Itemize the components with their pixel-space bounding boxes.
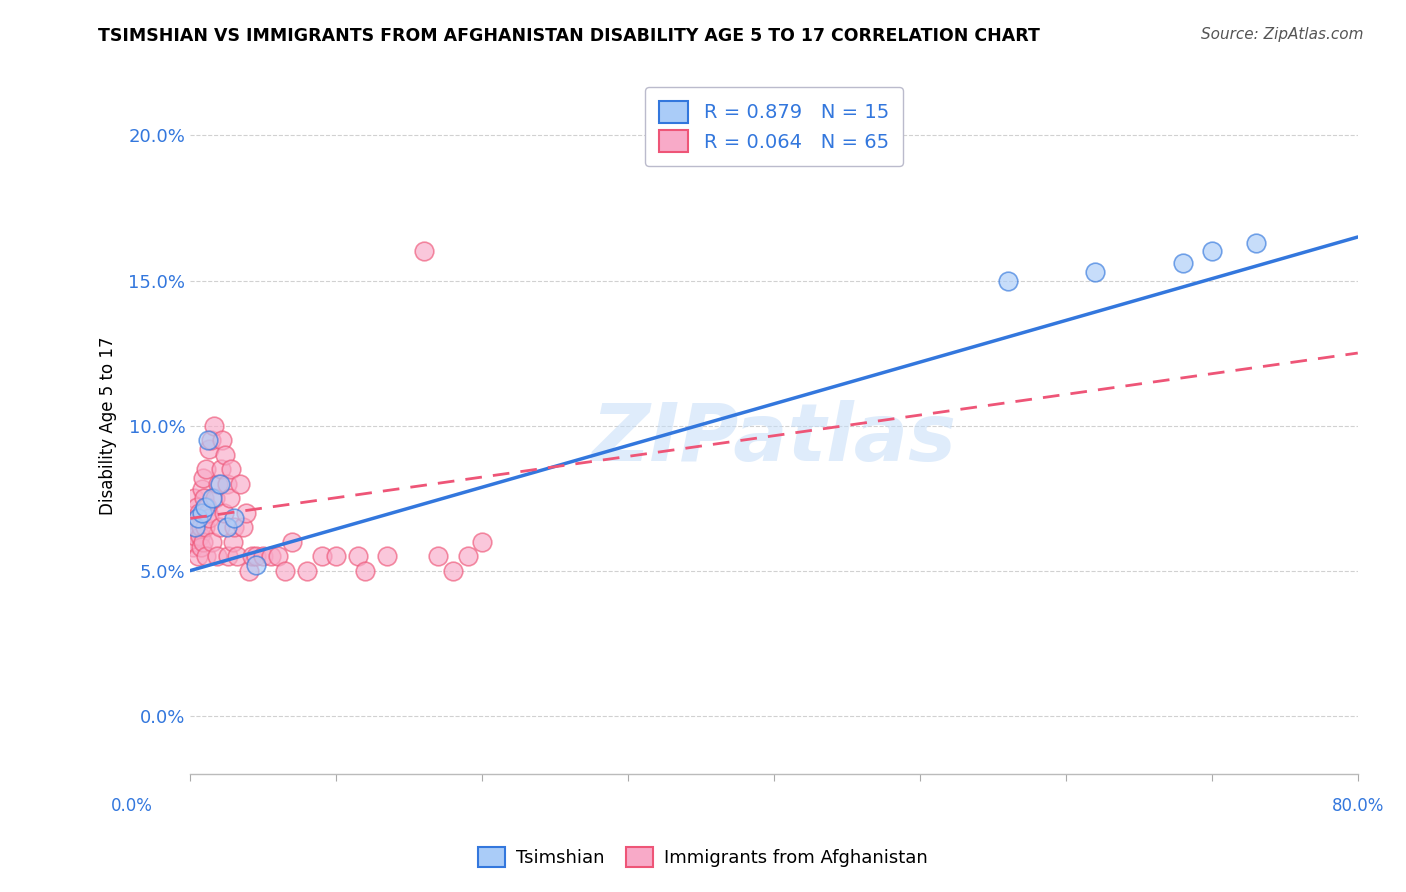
Point [229, 476, 252, 491]
Point [226, 549, 249, 563]
Point [412, 244, 434, 259]
Point [201, 491, 224, 505]
Text: ZIPatlas: ZIPatlas [592, 401, 956, 478]
Point [245, 549, 267, 563]
Point [197, 506, 219, 520]
Point [181, 534, 204, 549]
Point [215, 520, 238, 534]
Point [427, 549, 450, 563]
Point [457, 549, 479, 563]
Point [471, 534, 494, 549]
Point [218, 491, 240, 505]
Point [180, 525, 202, 540]
Point [1201, 244, 1223, 259]
Point [200, 433, 222, 447]
Point [1084, 265, 1107, 279]
Point [219, 462, 242, 476]
Text: 80.0%: 80.0% [1331, 797, 1384, 815]
Point [245, 558, 267, 572]
Point [441, 564, 464, 578]
Text: 0.0%: 0.0% [111, 797, 153, 815]
Point [1171, 256, 1194, 270]
Point [201, 534, 224, 549]
Legend: Tsimshian, Immigrants from Afghanistan: Tsimshian, Immigrants from Afghanistan [471, 839, 935, 874]
Point [198, 511, 221, 525]
Point [194, 549, 217, 563]
Point [295, 564, 318, 578]
Point [311, 549, 333, 563]
Point [188, 529, 211, 543]
Point [184, 511, 207, 525]
Point [209, 462, 232, 476]
Point [212, 506, 235, 520]
Point [190, 541, 212, 555]
Point [187, 511, 209, 525]
Point [240, 549, 263, 563]
Point [235, 506, 257, 520]
Point [221, 534, 243, 549]
Point [191, 506, 214, 520]
Point [997, 273, 1019, 287]
Point [187, 549, 209, 563]
Point [224, 520, 246, 534]
Point [194, 520, 217, 534]
Text: Source: ZipAtlas.com: Source: ZipAtlas.com [1201, 27, 1364, 42]
Point [183, 491, 205, 505]
Point [238, 564, 260, 578]
Point [188, 506, 211, 520]
Point [281, 534, 304, 549]
Point [195, 500, 218, 514]
Point [204, 491, 226, 505]
Y-axis label: Disability Age 5 to 17: Disability Age 5 to 17 [100, 336, 117, 515]
Point [274, 564, 297, 578]
Point [194, 500, 217, 514]
Point [215, 476, 238, 491]
Point [187, 511, 209, 525]
Point [259, 549, 281, 563]
Point [202, 418, 225, 433]
Point [181, 541, 204, 555]
Point [208, 476, 231, 491]
Point [183, 529, 205, 543]
Point [186, 520, 208, 534]
Point [232, 520, 254, 534]
Point [375, 549, 398, 563]
Point [195, 462, 218, 476]
Text: TSIMSHIAN VS IMMIGRANTS FROM AFGHANISTAN DISABILITY AGE 5 TO 17 CORRELATION CHAR: TSIMSHIAN VS IMMIGRANTS FROM AFGHANISTAN… [98, 27, 1040, 45]
Point [186, 500, 208, 514]
Point [207, 476, 229, 491]
Point [211, 433, 233, 447]
Point [191, 471, 214, 485]
Point [252, 549, 274, 563]
Point [224, 511, 246, 525]
Point [183, 520, 205, 534]
Point [193, 491, 215, 505]
Point [347, 549, 370, 563]
Point [205, 549, 228, 563]
Point [197, 433, 219, 447]
Point [197, 442, 219, 456]
Point [354, 564, 377, 578]
Point [325, 549, 347, 563]
Point [208, 520, 231, 534]
Point [190, 520, 212, 534]
Legend: R = 0.879   N = 15, R = 0.064   N = 65: R = 0.879 N = 15, R = 0.064 N = 65 [645, 87, 903, 166]
Point [191, 483, 214, 497]
Point [214, 448, 236, 462]
Point [267, 549, 290, 563]
Point [217, 549, 239, 563]
Point [193, 534, 215, 549]
Point [1244, 235, 1267, 250]
